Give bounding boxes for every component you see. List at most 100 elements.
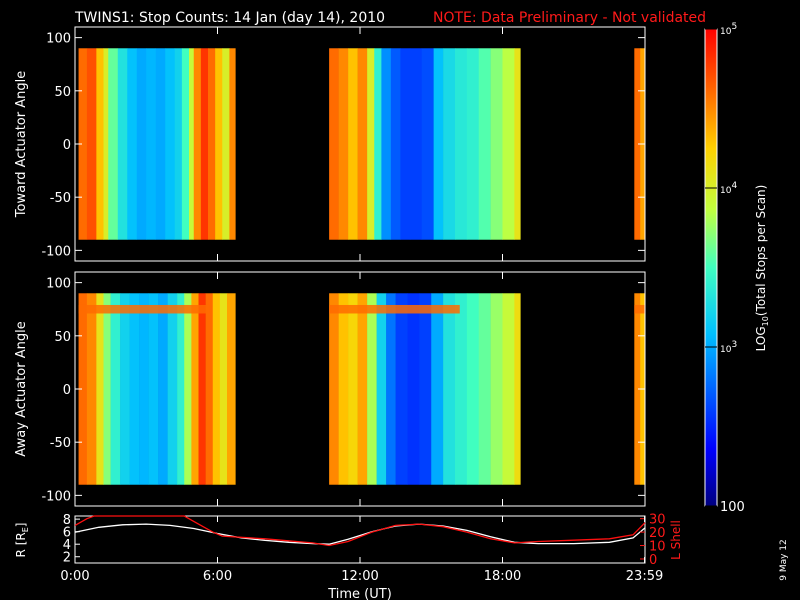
- radius-ylabel-close: ]: [14, 523, 28, 528]
- heatmap-column: [86, 293, 97, 485]
- ytick-label: -50: [50, 191, 71, 206]
- ytick-label: -100: [41, 489, 71, 504]
- heatmap-column: [167, 293, 178, 485]
- heatmap-column: [407, 293, 420, 485]
- heatmap-column: [490, 48, 503, 240]
- heatmap-column: [419, 293, 432, 485]
- heatmap-column: [200, 48, 209, 240]
- heatmap-column: [421, 48, 434, 240]
- time-tick-label: 23:59: [626, 569, 663, 584]
- heatmap-column: [431, 293, 444, 485]
- ytick-label: 50: [54, 85, 71, 100]
- lshell-ylabel: L Shell: [669, 520, 683, 560]
- heatmap-column: [338, 48, 349, 240]
- orbit-panel-frame: [74, 515, 646, 564]
- heatmap-column: [466, 293, 480, 485]
- heatmap-column: [455, 48, 468, 240]
- radius-tick-label: 6: [63, 526, 71, 541]
- heatmap-column: [155, 48, 166, 240]
- heatmap-column: [634, 293, 641, 485]
- ytick-label: 100: [46, 32, 71, 47]
- heatmap-column: [348, 293, 358, 485]
- heatmap-column: [329, 48, 339, 240]
- heatmap-column: [96, 293, 104, 485]
- time-tick-label: 0:00: [60, 569, 89, 584]
- away-heatmap-data: [78, 293, 646, 485]
- toward-heatmap-panel: 100 50 0 -50 -100 Toward Actuator Angle: [14, 26, 646, 262]
- heatmap-column: [381, 48, 392, 240]
- heatmap-column: [374, 48, 382, 240]
- lshell-tick-label: 0: [649, 553, 657, 568]
- lshell-tick-label: 20: [649, 526, 666, 541]
- heatmap-column: [78, 293, 88, 485]
- lshell-tick-label: 30: [649, 513, 666, 528]
- heatmap-column: [103, 293, 111, 485]
- ytick-label: -50: [50, 436, 71, 451]
- ytick-label: 50: [54, 330, 71, 345]
- heatmap-column: [478, 48, 491, 240]
- heatmap-column: [129, 293, 140, 485]
- heatmap-column: [205, 293, 214, 485]
- lshell-line: [74, 515, 646, 547]
- heatmap-column: [227, 293, 236, 485]
- heatmap-column: [455, 293, 468, 485]
- colorbar-tick-exp: 4: [731, 181, 737, 191]
- away-yaxis: 100 50 0 -50 -100: [41, 272, 646, 506]
- heatmap-column: [120, 293, 130, 485]
- heatmap-column: [184, 293, 192, 485]
- radius-ylabel: R [RE]: [14, 523, 30, 558]
- heatmap-column: [466, 48, 480, 240]
- heatmap-column: [198, 293, 206, 485]
- away-ylabel: Away Actuator Angle: [14, 321, 29, 456]
- heatmap-column: [174, 48, 183, 240]
- heatmap-column: [357, 293, 368, 485]
- colorbar-tick-label: 105: [720, 22, 737, 37]
- heatmap-column: [127, 48, 138, 240]
- heatmap-column: [357, 48, 368, 240]
- heatmap-column: [193, 48, 202, 240]
- lshell-tick-label: 10: [649, 540, 666, 555]
- colorbar-tick-label: 100: [720, 500, 745, 515]
- chart-title: TWINS1: Stop Counts: 14 Jan (day 14), 20…: [74, 10, 385, 26]
- colorbar-tick-base: 10: [720, 186, 732, 196]
- heatmap-column: [86, 48, 97, 240]
- heatmap-column: [191, 293, 199, 485]
- radius-tick-label: 4: [63, 538, 71, 553]
- heatmap-column: [490, 293, 503, 485]
- toward-ylabel: Toward Actuator Angle: [14, 71, 29, 218]
- radius-line: [74, 523, 646, 545]
- heatmap-column: [502, 48, 515, 240]
- heatmap-column: [634, 48, 641, 240]
- heatmap-column: [229, 48, 236, 240]
- date-stamp: 9 May 12: [779, 539, 789, 581]
- away-heatmap-panel: 100 50 0 -50 -100 Away Actuator Angle: [14, 271, 646, 507]
- radius-ylabel-sub: E: [21, 527, 30, 532]
- heatmap-column: [148, 293, 159, 485]
- heatmap-column: [400, 48, 411, 240]
- colorbar-tick-base: 10: [720, 345, 732, 355]
- time-xlabel: Time (UT): [327, 587, 392, 600]
- ytick-label: 100: [46, 277, 71, 292]
- heatmap-column: [181, 48, 190, 240]
- time-tick-label: 18:00: [484, 569, 521, 584]
- heatmap-column: [208, 48, 216, 240]
- ytick-label: 0: [63, 383, 71, 398]
- colorbar-label: LOG10(Total Stops per Scan): [754, 185, 770, 352]
- preliminary-note: NOTE: Data Preliminary - Not validated: [433, 10, 706, 26]
- heatmap-column: [348, 48, 358, 240]
- heatmap-column: [478, 293, 491, 485]
- heatmap-column: [165, 48, 176, 240]
- heatmap-column: [409, 48, 423, 240]
- radius-tick-label: 2: [63, 551, 71, 566]
- heatmap-column: [212, 293, 221, 485]
- heatmap-column: [96, 48, 104, 240]
- heatmap-column: [514, 48, 521, 240]
- colorbar-label-prefix: LOG: [754, 326, 768, 351]
- heatmap-column: [78, 48, 88, 240]
- time-tick-label: 6:00: [203, 569, 232, 584]
- radius-tick-label: 8: [63, 513, 71, 528]
